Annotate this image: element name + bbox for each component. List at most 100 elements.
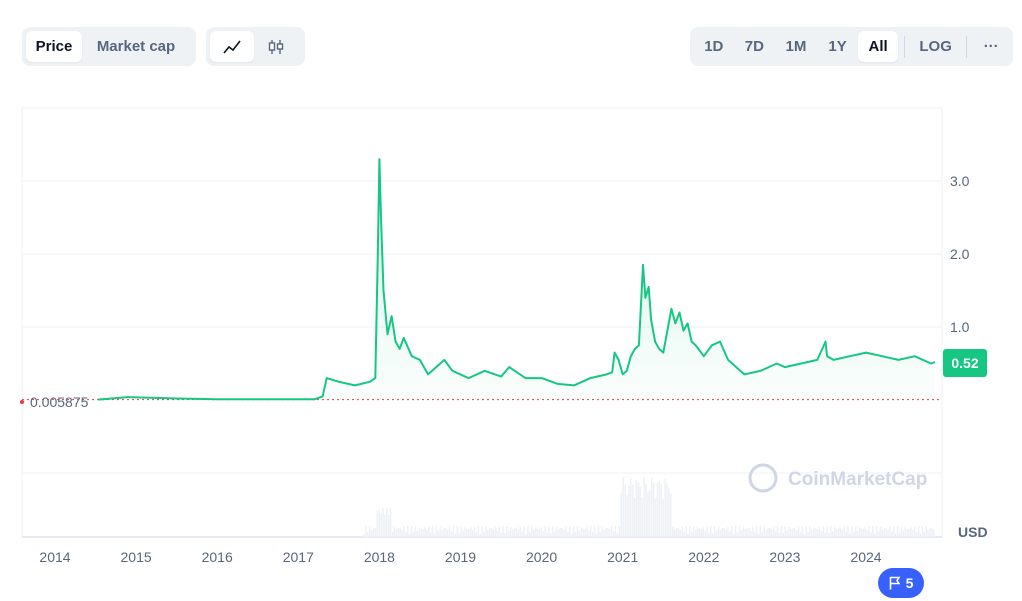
volume-bar [448,526,451,537]
volume-bar [927,529,929,537]
volume-bars [363,476,935,537]
volume-bar [607,528,609,537]
volume-bar [776,526,779,537]
volume-bar [683,531,685,537]
volume-bar [521,531,523,537]
volume-bar [553,531,556,537]
volume-bar [664,478,666,537]
volume-bar [372,527,375,537]
toolbar-divider [966,35,968,58]
more-options-button[interactable]: ··· [983,38,999,55]
metric-tab-group: Price Market cap [22,27,196,66]
volume-bar [921,526,924,537]
volume-bar [809,526,811,537]
market-cap-tab[interactable]: Market cap [96,38,176,55]
volume-bar [605,527,607,537]
baseline-label: 0.005875 [30,394,89,410]
volume-bar [407,526,409,537]
y-tick-label: 3.0 [950,173,970,189]
volume-bar [437,531,440,537]
volume-bar [511,529,514,537]
volume-bar [731,526,733,537]
volume-bar [835,529,838,537]
volume-bar [393,526,396,537]
volume-bar [652,482,655,537]
volume-bar [530,526,533,537]
volume-bar [468,528,470,537]
volume-bar [628,485,630,537]
volume-bar [662,499,664,537]
volume-bar [397,528,400,537]
volume-bar [570,533,573,537]
volume-bar [435,526,438,537]
volume-bar [649,489,651,537]
range-7d-button[interactable]: 7D [744,38,764,55]
x-tick-label: 2019 [445,549,476,565]
volume-bar [370,530,373,537]
volume-bar [723,527,725,537]
volume-bar [565,526,567,537]
volume-bar [528,532,531,537]
x-tick-label: 2018 [364,549,395,565]
volume-bar [711,533,714,537]
volume-bar [670,493,672,537]
volume-bar [386,508,388,537]
volume-bar [618,526,621,537]
volume-bar [870,532,872,537]
volume-bar [858,527,861,537]
volume-bar [740,530,743,537]
volume-bar [616,533,619,537]
volume-bar [925,526,928,537]
range-group: 1D 7D 1M 1Y All LOG ··· [690,27,1013,66]
x-tick-label: 2016 [202,549,233,565]
volume-bar [561,527,563,537]
events-flag-button[interactable]: 5 [878,568,924,598]
volume-bar [908,528,910,537]
volume-bar [466,528,468,537]
volume-bar [843,526,846,537]
log-toggle-button[interactable]: LOG [919,38,952,55]
volume-bar [546,532,548,537]
volume-bar [502,526,504,537]
volume-bar [584,528,586,537]
volume-bar [387,515,390,537]
range-1m-button[interactable]: 1M [785,38,807,55]
line-chart-icon[interactable] [210,31,254,62]
volume-bar [534,527,537,537]
price-line [97,158,936,401]
volume-bar [366,531,369,537]
volume-bar [782,532,785,537]
volume-bar [769,528,771,537]
volume-bar [368,526,371,537]
volume-bar [433,533,436,537]
candlestick-icon[interactable] [254,31,298,62]
price-tab[interactable]: Price [26,31,82,62]
volume-bar [589,526,592,537]
volume-bar [508,530,510,537]
range-1y-button[interactable]: 1Y [828,38,847,55]
volume-bar [929,527,931,537]
volume-bar [456,526,459,537]
current-price-badge [943,349,987,377]
volume-bar [427,526,430,537]
volume-bar [917,526,920,537]
volume-bar [677,527,680,537]
volume-bar [595,533,598,537]
volume-bar [658,480,661,537]
volume-bar [540,527,543,537]
volume-bar [700,528,703,537]
range-1d-button[interactable]: 1D [704,38,724,55]
volume-bar [805,526,807,537]
volume-bar [610,526,613,537]
volume-bar [904,527,907,537]
volume-bar [721,528,724,537]
volume-bar [759,526,762,537]
volume-bar [679,529,682,537]
volume-bar [559,528,562,537]
volume-bar [923,531,926,537]
volume-bar [569,526,571,537]
range-all-button[interactable]: All [858,31,898,62]
volume-bar [868,526,870,537]
y-tick-label: 2.0 [950,246,970,262]
